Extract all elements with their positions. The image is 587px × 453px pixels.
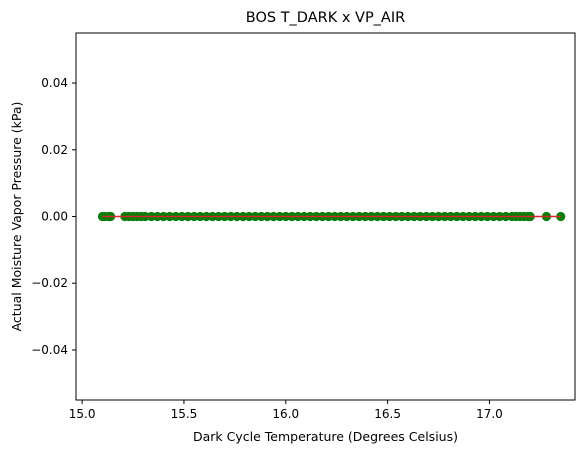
y-axis-label: Actual Moisture Vapor Pressure (kPa) <box>9 102 24 332</box>
y-tick-label: −0.02 <box>31 276 68 290</box>
plot-area <box>97 211 566 222</box>
plot-frame <box>75 32 576 401</box>
x-tick-label: 15.0 <box>69 407 96 421</box>
chart-title: BOS T_DARK x VP_AIR <box>246 10 405 26</box>
x-tick-label: 17.0 <box>476 407 503 421</box>
x-tick-label: 16.0 <box>272 407 299 421</box>
y-tick-label: −0.04 <box>31 343 68 357</box>
y-tick-label: 0.02 <box>41 143 68 157</box>
x-tick-label: 16.5 <box>374 407 401 421</box>
y-tick-label: 0.00 <box>41 210 68 224</box>
y-tick-label: 0.04 <box>41 76 68 90</box>
x-tick-label: 15.5 <box>171 407 198 421</box>
axis-ticks: 15.0 15.5 16.0 16.5 17.0 0.04 0.02 0.00 −0.02 −0.… <box>31 76 503 421</box>
x-axis-label: Dark Cycle Temperature (Degrees Celsius) <box>193 429 458 444</box>
